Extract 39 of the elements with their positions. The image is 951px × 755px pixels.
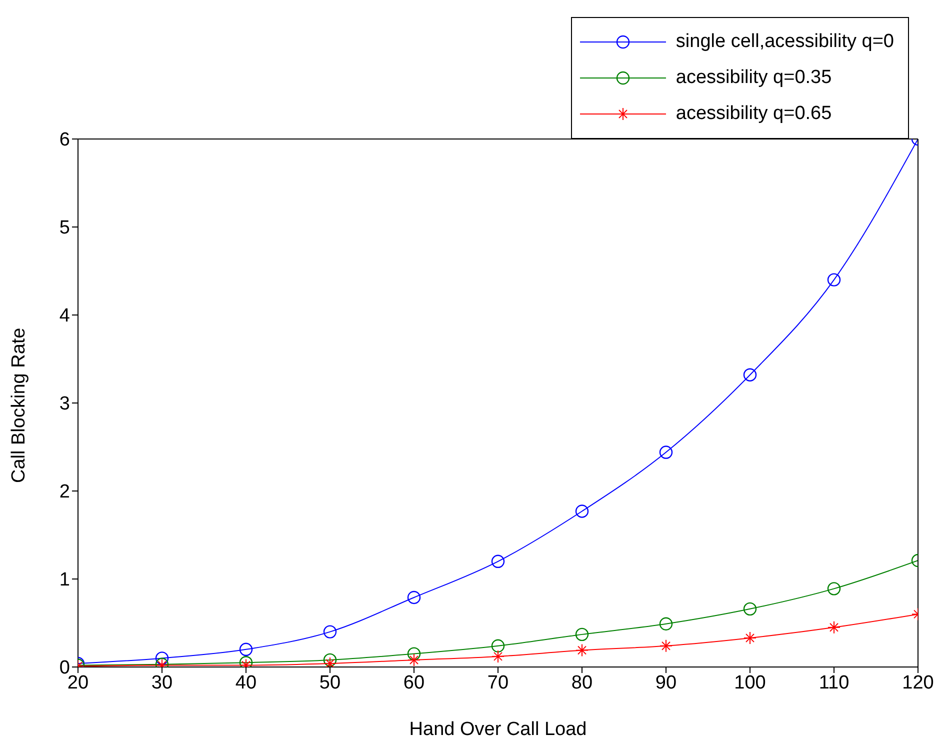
y-tick-label: 1 [59,570,70,591]
point [239,642,253,656]
legend-label: acessibility q=0.65 [676,103,832,125]
x-tick-label: 90 [655,672,677,694]
x-axis-title: Hand Over Call Load [409,719,587,740]
point [743,368,757,382]
point [575,628,589,642]
point [659,617,673,630]
x-tick-label: 110 [818,672,850,694]
y-tick-label: 6 [59,130,70,151]
point [827,273,841,286]
y-tick-label: 3 [59,394,70,415]
legend-label: single cell,acessibility q=0 [676,31,894,53]
point [407,647,421,660]
x-tick-label: 40 [235,672,257,694]
point [323,653,337,667]
point [575,504,589,518]
legend-label: acessibility q=0.35 [676,67,832,89]
x-tick-label: 70 [487,672,509,694]
y-tick-label: 5 [59,218,70,239]
y-tick-label: 0 [59,658,70,679]
y-tick-label: 4 [59,306,70,327]
point [491,639,505,652]
point [407,590,421,604]
point [743,602,757,616]
x-tick-label: 20 [67,672,89,694]
point [827,582,841,596]
point [659,446,673,459]
x-tick-label: 120 [902,672,934,694]
x-tick-label: 80 [571,672,593,694]
x-tick-label: 60 [403,672,425,694]
point [323,625,337,638]
x-tick-label: 30 [151,672,173,694]
x-tick-label: 50 [319,672,341,694]
point [491,554,505,568]
y-axis-title: Call Blocking Rate [8,328,30,483]
x-tick-label: 100 [734,672,766,694]
y-tick-label: 2 [59,482,70,503]
point [239,656,253,667]
